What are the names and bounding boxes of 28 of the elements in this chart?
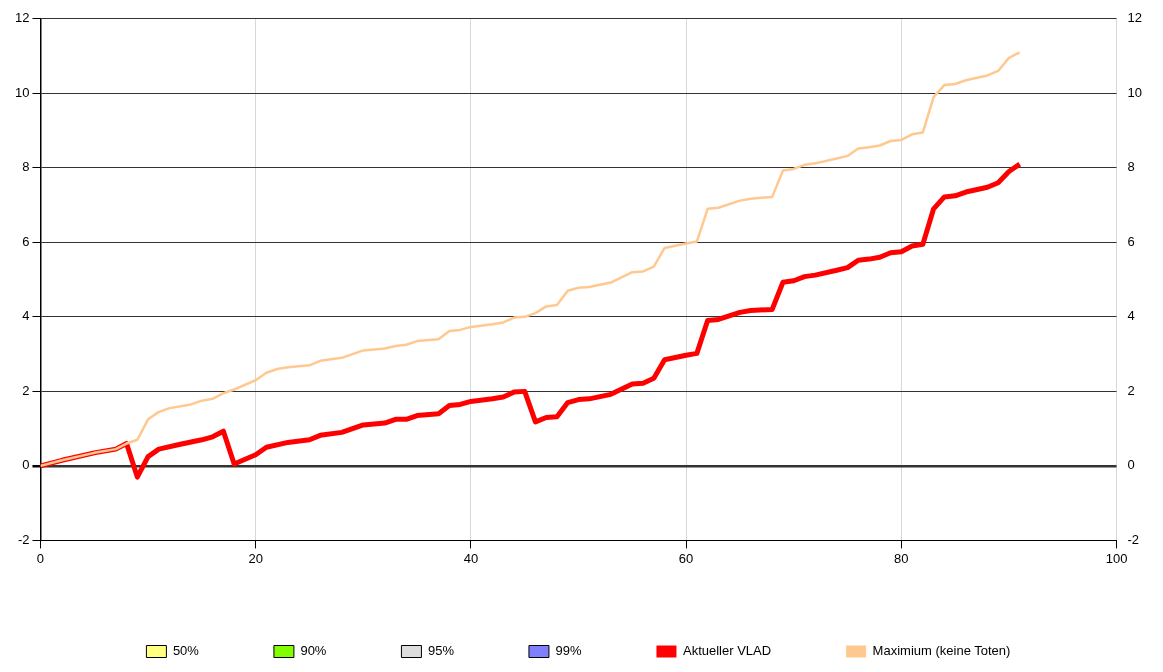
y2-tick-label: 12 xyxy=(1127,10,1143,26)
legend-label: 99% xyxy=(555,643,582,659)
y2-tick-label: -2 xyxy=(1127,531,1140,547)
legend-label: 50% xyxy=(172,643,200,659)
y-tick-label: 12 xyxy=(14,10,30,26)
legend-label: 90% xyxy=(300,643,327,659)
x-tick-label: 40 xyxy=(463,550,479,566)
x-tick-label: 60 xyxy=(678,550,694,566)
legend-label: 95% xyxy=(427,643,455,659)
y-tick-label: 8 xyxy=(22,159,30,175)
x-tick-label: 100 xyxy=(1105,550,1128,566)
y-tick-label: 2 xyxy=(22,382,30,398)
y-tick-label: 0 xyxy=(22,457,30,473)
x-tick-label: 0 xyxy=(36,550,45,566)
y2-tick-label: 8 xyxy=(1127,159,1135,175)
legend-label: Aktueller VLAD xyxy=(682,643,772,659)
y-tick-label: 4 xyxy=(22,308,30,324)
y2-tick-label: 6 xyxy=(1127,233,1135,249)
y2-tick-label: 2 xyxy=(1127,382,1135,398)
x-tick-label: 20 xyxy=(248,550,263,566)
y2-tick-label: 10 xyxy=(1127,84,1143,100)
x-tick-label: 80 xyxy=(894,550,909,566)
y2-tick-label: 0 xyxy=(1127,457,1135,473)
y2-tick-label: 4 xyxy=(1127,308,1135,324)
y-tick-label: 10 xyxy=(14,84,30,100)
legend-label: Maximium (keine Toten) xyxy=(872,643,1011,659)
y-tick-label: 6 xyxy=(22,233,30,249)
y-tick-label: -2 xyxy=(17,531,30,547)
